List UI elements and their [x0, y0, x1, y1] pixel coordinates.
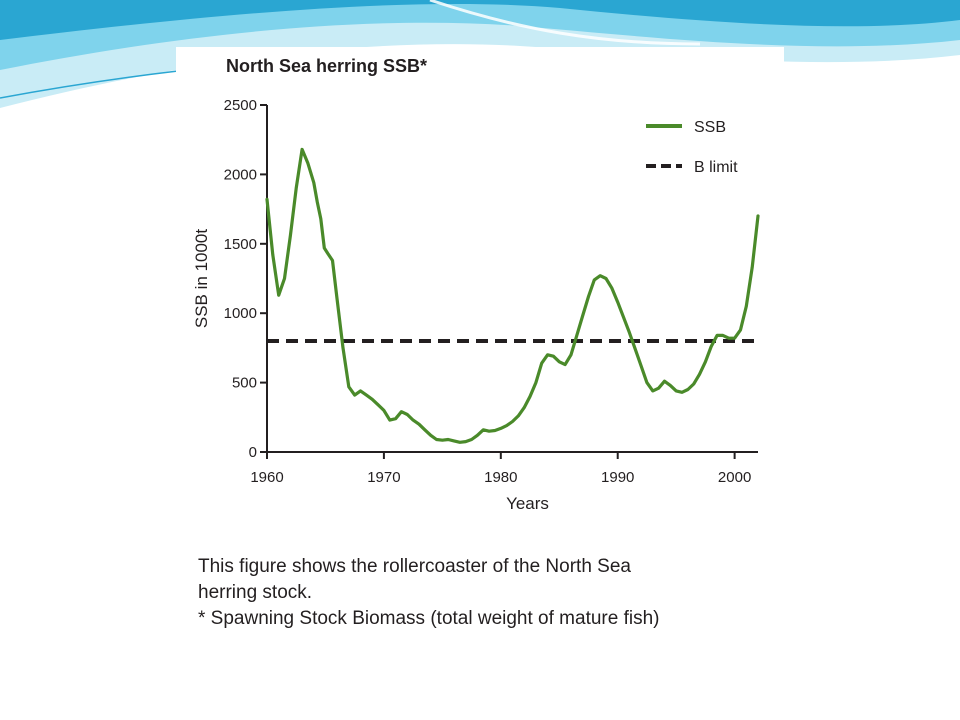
banner-wave-front [0, 0, 960, 40]
y-tick-label: 2500 [224, 97, 257, 114]
chart-legend: SSB B limit [646, 119, 738, 176]
y-tick-label: 1500 [224, 236, 257, 253]
y-tick-label: 500 [232, 375, 257, 392]
ssb-line-chart: 0 500 1000 1500 2000 2500 1960 1970 1980 1990 200… [192, 97, 760, 513]
x-tick-label: 1980 [484, 469, 517, 486]
x-tick-label: 2000 [718, 469, 751, 486]
figure-panel: North Sea herring SSB* 0 500 1000 1500 2000 2… [176, 47, 784, 645]
x-tick-label: 1960 [250, 469, 283, 486]
ssb-series-line [265, 147, 760, 444]
legend-blimit-label: B limit [694, 159, 738, 176]
figure-caption: This figure shows the rollercoaster of t… [198, 554, 778, 632]
x-axis-label: Years [506, 494, 549, 513]
caption-line-1: This figure shows the rollercoaster of t… [198, 556, 631, 577]
x-tick-label: 1990 [601, 469, 634, 486]
legend-ssb-label: SSB [694, 119, 726, 136]
chart-title: North Sea herring SSB* [226, 56, 428, 76]
banner-highlight-line [429, 0, 701, 46]
y-tick-label: 2000 [224, 166, 257, 183]
y-axis: 0 500 1000 1500 2000 2500 [224, 97, 267, 461]
caption-line-2: herring stock. [198, 582, 313, 603]
y-axis-label: SSB in 1000t [192, 229, 211, 329]
x-axis: 1960 1970 1980 1990 2000 [250, 452, 751, 486]
x-tick-label: 1970 [367, 469, 400, 486]
slide-banner-decoration [0, 0, 960, 108]
y-tick-label: 0 [249, 444, 257, 461]
caption-footnote: * Spawning Stock Biomass (total weight o… [198, 608, 660, 629]
y-tick-label: 1000 [224, 305, 257, 322]
